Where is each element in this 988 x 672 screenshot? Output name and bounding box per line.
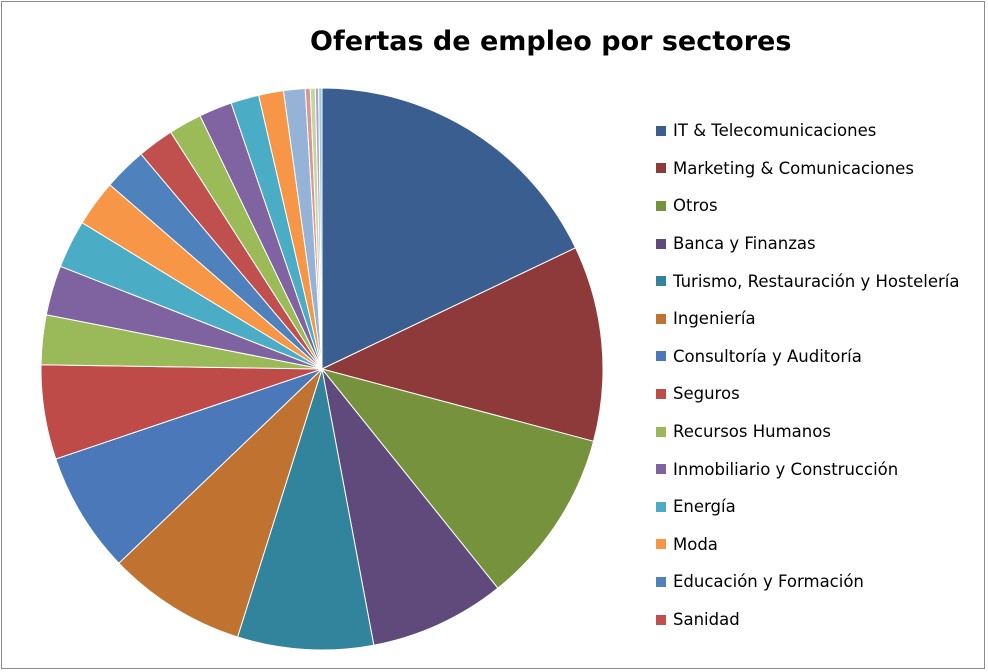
legend-item: Sanidad <box>656 601 959 639</box>
legend-label: Moda <box>673 534 718 554</box>
legend-label: IT & Telecomunicaciones <box>673 121 877 141</box>
legend-item: Energía <box>656 488 959 526</box>
legend-item: Ingeniería <box>656 300 959 338</box>
legend-label: Seguros <box>673 384 740 404</box>
legend-item: IT & Telecomunicaciones <box>656 112 959 150</box>
legend-swatch <box>656 276 666 287</box>
legend-item: Turismo, Restauración y Hostelería <box>656 262 959 300</box>
legend-label: Banca y Finanzas <box>673 234 816 254</box>
pie-slice-5 <box>236 368 375 651</box>
pie-slice-3 <box>320 368 595 589</box>
legend-item: Seguros <box>656 375 959 413</box>
legend-swatch <box>656 426 666 437</box>
legend-label: Ingeniería <box>673 309 756 329</box>
chart-title: Ofertas de empleo por sectores <box>310 26 792 57</box>
legend-swatch <box>656 576 666 587</box>
legend-swatch <box>656 313 666 324</box>
legend-item: Otros <box>656 187 959 225</box>
legend-swatch <box>656 351 666 362</box>
legend-item: Recursos Humanos <box>656 413 959 451</box>
legend-swatch <box>656 539 666 550</box>
legend-label: Energía <box>673 497 736 517</box>
legend-item: Inmobiliario y Construcción <box>656 450 959 488</box>
legend-item: Moda <box>656 526 959 564</box>
legend-label: Turismo, Restauración y Hostelería <box>673 271 960 291</box>
legend-item: Banca y Finanzas <box>656 225 959 263</box>
legend-label: Sanidad <box>673 610 740 630</box>
legend-label: Consultoría y Auditoría <box>673 346 862 366</box>
legend-swatch <box>656 614 666 625</box>
legend-swatch <box>656 200 666 211</box>
pie-slice-6 <box>118 368 323 638</box>
legend-item: Educación y Formación <box>656 563 959 601</box>
pie-slice-1 <box>321 87 577 370</box>
legend-label: Educación y Formación <box>673 572 864 592</box>
legend-swatch <box>656 464 666 475</box>
legend-label: Recursos Humanos <box>673 422 831 442</box>
chart-legend: IT & Telecomunicaciones Marketing & Comun… <box>656 112 959 638</box>
legend-label: Otros <box>673 196 718 216</box>
pie-slice-2 <box>320 247 604 442</box>
legend-swatch <box>656 388 666 399</box>
legend-swatch <box>656 163 666 174</box>
legend-item: Marketing & Comunicaciones <box>656 150 959 188</box>
legend-label: Inmobiliario y Construcción <box>673 459 899 479</box>
pie-slice-4 <box>321 368 499 646</box>
legend-swatch <box>656 238 666 249</box>
pie-slice-23 <box>318 87 323 370</box>
legend-swatch <box>656 501 666 512</box>
legend-item: Consultoría y Auditoría <box>656 338 959 376</box>
legend-label: Marketing & Comunicaciones <box>673 158 914 178</box>
legend-swatch <box>656 125 666 136</box>
pie-slice-7 <box>55 368 323 564</box>
